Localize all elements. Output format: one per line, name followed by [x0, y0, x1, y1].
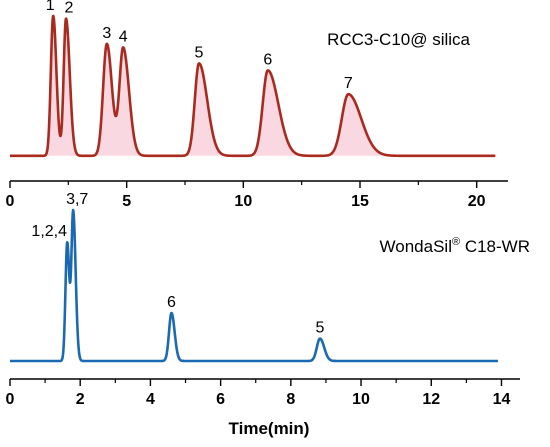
peak-label: 5	[195, 44, 204, 61]
x-tick-label: 0	[6, 391, 15, 408]
peak-label: 6	[167, 294, 176, 311]
x-tick-label: 20	[468, 193, 486, 210]
peak-label: 3	[102, 25, 111, 42]
x-tick-label: 0	[6, 193, 15, 210]
peak-label: 1,2,4	[31, 223, 67, 240]
x-tick-label: 8	[286, 391, 295, 408]
peak-label: 1	[46, 0, 55, 14]
panel-label: WondaSil® C18-WR	[380, 236, 530, 256]
x-tick-label: 4	[146, 391, 155, 408]
bottom-chromatogram-panel: 0 2 4 6 8 10 12 14 1,2,4 3,7 6 5 WondaSil® C18-WR Tim…	[6, 191, 530, 438]
x-axis-title: Time(min)	[229, 419, 310, 438]
panel-label: RCC3-C10@ silica	[327, 30, 470, 49]
x-tick-label: 14	[493, 391, 511, 408]
peak-label: 6	[263, 51, 272, 68]
peak-label: 5	[316, 320, 325, 337]
x-tick-label: 12	[422, 391, 440, 408]
peak-label: 2	[65, 0, 74, 17]
x-tick-label: 2	[76, 391, 85, 408]
x-tick-label: 5	[122, 193, 131, 210]
x-tick-label: 15	[351, 193, 369, 210]
peak-label: 7	[344, 75, 353, 92]
x-tick-label: 10	[234, 193, 252, 210]
x-tick-label: 6	[216, 391, 225, 408]
x-tick-label: 10	[352, 391, 370, 408]
chromatogram-trace	[9, 14, 497, 158]
peak-label: 3,7	[66, 191, 88, 208]
peak-label: 4	[119, 28, 128, 45]
chromatogram-trace	[9, 208, 499, 363]
